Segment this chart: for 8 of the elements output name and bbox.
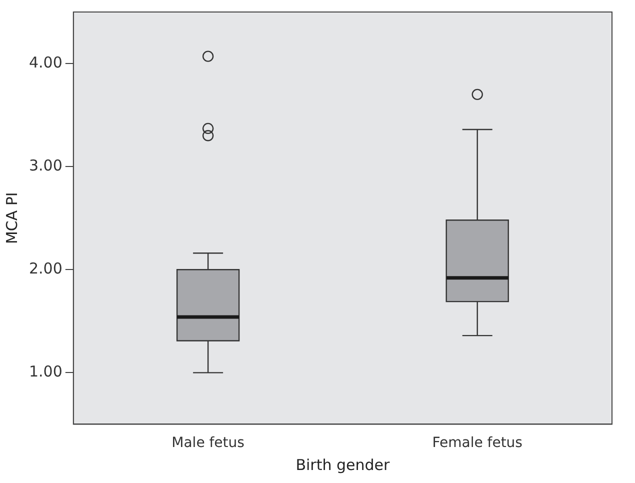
- x-tick-label: Female fetus: [432, 435, 522, 452]
- x-tick-label: Male fetus: [172, 435, 244, 452]
- y-tick-label: 1.00: [28, 362, 62, 381]
- y-tick-label: 3.00: [28, 156, 62, 174]
- y-axis-title: MCA PI: [2, 192, 21, 244]
- y-tick-label: 2.00: [28, 260, 62, 278]
- x-axis-title: Birth gender: [296, 456, 391, 474]
- y-tick-label: 4.00: [28, 53, 62, 72]
